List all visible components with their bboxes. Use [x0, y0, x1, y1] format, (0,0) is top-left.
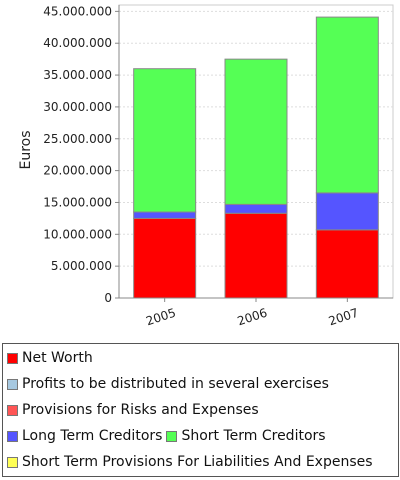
x-tick-label: 2006 [236, 306, 269, 329]
legend-swatch [7, 430, 18, 442]
legend-label: Short Term Creditors [181, 428, 326, 444]
bar-segment [315, 229, 379, 299]
y-axis-label: Euros [18, 130, 34, 169]
bars-layer [133, 16, 379, 299]
legend-item-net-worth: Net Worth [7, 350, 93, 366]
legend-item-profits: Profits to be distributed in several exe… [7, 376, 329, 392]
y-tick-label: 25.000.000 [43, 132, 112, 146]
y-tick-label: 20.000.000 [43, 164, 112, 178]
legend-swatch [7, 352, 18, 364]
legend: Net Worth Profits to be distributed in s… [2, 343, 399, 477]
bar-segment [315, 16, 379, 194]
bar-segment [224, 212, 288, 299]
legend-label: Profits to be distributed in several exe… [22, 376, 329, 392]
legend-swatch [7, 404, 18, 416]
legend-label: Net Worth [22, 350, 93, 366]
y-tick-label: 35.000.000 [43, 68, 112, 82]
bar-segment [133, 68, 197, 213]
legend-item-short-term-provisions: Short Term Provisions For Liabilities An… [7, 454, 373, 470]
legend-label: Short Term Provisions For Liabilities An… [22, 454, 373, 470]
legend-item-short-term-creditors: Short Term Creditors [166, 428, 326, 444]
bar-segment [224, 58, 288, 205]
bar-segment [315, 192, 379, 231]
legend-item-provisions: Provisions for Risks and Expenses [7, 402, 259, 418]
legend-label: Provisions for Risks and Expenses [22, 402, 259, 418]
legend-row: Profits to be distributed in several exe… [7, 374, 333, 394]
legend-row: Net Worth [7, 348, 97, 368]
legend-row: Provisions for Risks and Expenses [7, 400, 263, 420]
y-tick-label: 45.000.000 [43, 4, 112, 18]
legend-row: Long Term Creditors Short Term Creditors [7, 426, 330, 446]
bar-segment [133, 211, 197, 219]
legend-row: Short Term Provisions For Liabilities An… [7, 452, 377, 472]
bar-segment [133, 217, 197, 299]
legend-label: Long Term Creditors [22, 428, 163, 444]
y-tick-label: 0 [104, 291, 112, 305]
bar-segment [224, 203, 288, 214]
stacked-bar-chart: 0 5.000.000 10.000.000 15.000.000 20.000.000… [18, 4, 394, 329]
x-tick-label: 2005 [144, 306, 177, 329]
x-tick-label: 2007 [327, 306, 360, 329]
y-tick-label: 30.000.000 [43, 100, 112, 114]
legend-swatch [166, 430, 178, 442]
legend-swatch [7, 456, 18, 468]
legend-swatch [7, 378, 18, 390]
y-tick-label: 10.000.000 [43, 227, 112, 241]
y-tick-label: 5.000.000 [51, 259, 112, 273]
y-tick-label: 15.000.000 [43, 195, 112, 209]
y-tick-label: 40.000.000 [43, 36, 112, 50]
legend-item-long-term-creditors: Long Term Creditors [7, 428, 162, 444]
